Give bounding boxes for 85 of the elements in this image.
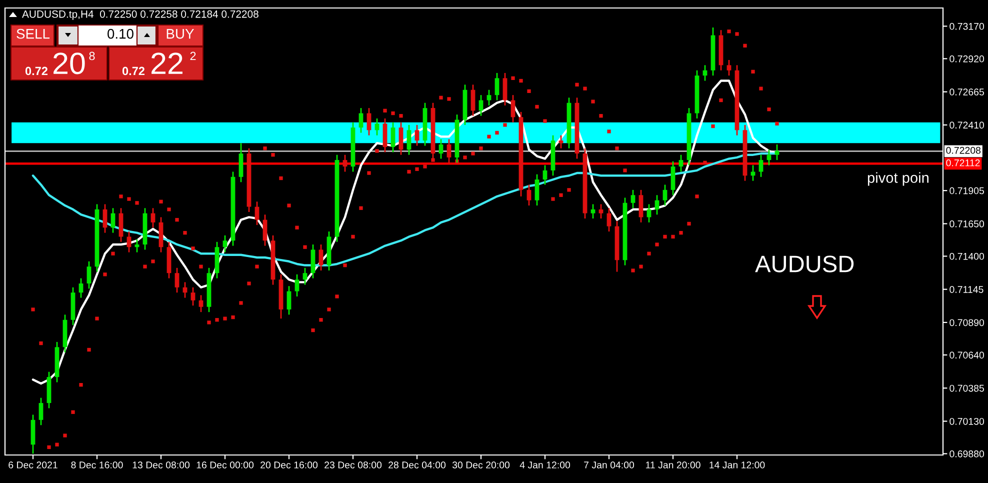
y-tick-label: 0.69880 [950, 450, 984, 458]
candlestick [342, 154, 348, 172]
candlestick [302, 267, 308, 286]
annotation: SELL [16, 28, 50, 39]
ref-line-label: 0.72112 [946, 159, 980, 166]
candlestick [222, 234, 228, 253]
chart-title: AUDUSD.tp,H4 0.72250 0.72258 0.72184 0.72208 [22, 10, 258, 20]
candlestick [526, 184, 532, 206]
annotation: 0.72 [25, 66, 48, 76]
x-tick-label: 28 Dec 04:00 [388, 462, 446, 468]
candlestick [190, 286, 196, 306]
candlestick [438, 138, 444, 160]
text: pivot poin [868, 172, 928, 186]
candlestick [638, 189, 644, 224]
x-tick-label: 8 Dec 16:00 [71, 462, 123, 468]
candlestick [606, 207, 612, 232]
candlestick [382, 118, 388, 153]
candlestick [254, 200, 260, 226]
x-tick-label: 23 Dec 08:00 [324, 462, 382, 468]
candlestick [318, 244, 324, 272]
candlestick [486, 89, 492, 106]
candlestick [662, 184, 668, 206]
candlestick [494, 72, 500, 101]
annotation: 2 [190, 52, 196, 60]
y-tick-label: 0.70640 [950, 352, 984, 359]
y-tick-label: 0.71650 [950, 220, 984, 228]
y-tick-label: 0.73170 [950, 22, 984, 30]
candlestick [446, 138, 452, 164]
y-tick-label: 0.70130 [950, 418, 984, 425]
annotation: 8 [89, 52, 95, 60]
y-tick-label: 0.70890 [950, 319, 984, 326]
annotation: 20 [54, 52, 85, 74]
candlestick [86, 260, 92, 290]
y-tick-label: 0.70385 [950, 384, 984, 392]
y-tick-label: 0.72410 [950, 122, 984, 129]
candlestick [174, 267, 180, 294]
candlestick [670, 160, 676, 196]
candlestick [598, 204, 604, 220]
ref-line-label: 0.72208 [946, 146, 981, 154]
candlestick [414, 124, 420, 146]
candlestick [590, 204, 596, 220]
x-tick-label: 7 Jan 04:00 [584, 462, 634, 468]
candlestick [38, 397, 44, 426]
candlestick [294, 274, 300, 298]
y-tick-label: 0.72920 [950, 55, 984, 62]
x-tick-label: 11 Jan 20:00 [646, 462, 700, 468]
x-tick-label: 16 Dec 00:00 [196, 462, 254, 468]
candlestick [542, 164, 548, 186]
candlestick [238, 142, 244, 183]
candlestick [726, 59, 732, 76]
candlestick [286, 285, 292, 316]
y-tick-label: 0.72665 [950, 88, 984, 96]
candlestick [654, 194, 660, 216]
candlestick [774, 144, 780, 161]
candlestick [470, 84, 476, 117]
x-tick-label: 20 Dec 16:00 [260, 462, 318, 468]
candlestick [374, 118, 380, 136]
annotation: 0.72 [122, 66, 145, 76]
annotation: BUY [166, 29, 194, 39]
candlestick [310, 244, 316, 279]
y-tick-label: 0.71400 [950, 252, 984, 260]
candlestick [630, 189, 636, 209]
x-tick-label: 14 Jan 12:00 [710, 462, 765, 468]
x-tick-label: 13 Dec 08:00 [132, 462, 190, 468]
x-tick-label: 4 Jan 12:00 [520, 462, 570, 468]
candlestick [678, 154, 684, 172]
candlestick [406, 124, 412, 156]
candlestick [150, 207, 156, 228]
candlestick [262, 214, 268, 246]
candlestick [78, 278, 84, 298]
x-tick-label: 6 Dec 2021 [8, 462, 58, 468]
x-tick-label: 30 Dec 20:00 [452, 462, 510, 468]
y-tick-label: 0.71145 [950, 286, 984, 293]
annotation: 22 [152, 52, 182, 74]
candlestick [398, 122, 404, 156]
y-tick-label: 0.71905 [950, 187, 984, 194]
candlestick [750, 164, 756, 182]
candlestick [102, 204, 108, 234]
candlestick [502, 72, 508, 106]
candlestick [390, 122, 396, 153]
annotation: AUDUSD [755, 256, 854, 272]
candlestick [534, 174, 540, 206]
annotation: 0.10 [108, 28, 134, 39]
candlestick [198, 294, 204, 313]
candlestick [126, 230, 132, 253]
